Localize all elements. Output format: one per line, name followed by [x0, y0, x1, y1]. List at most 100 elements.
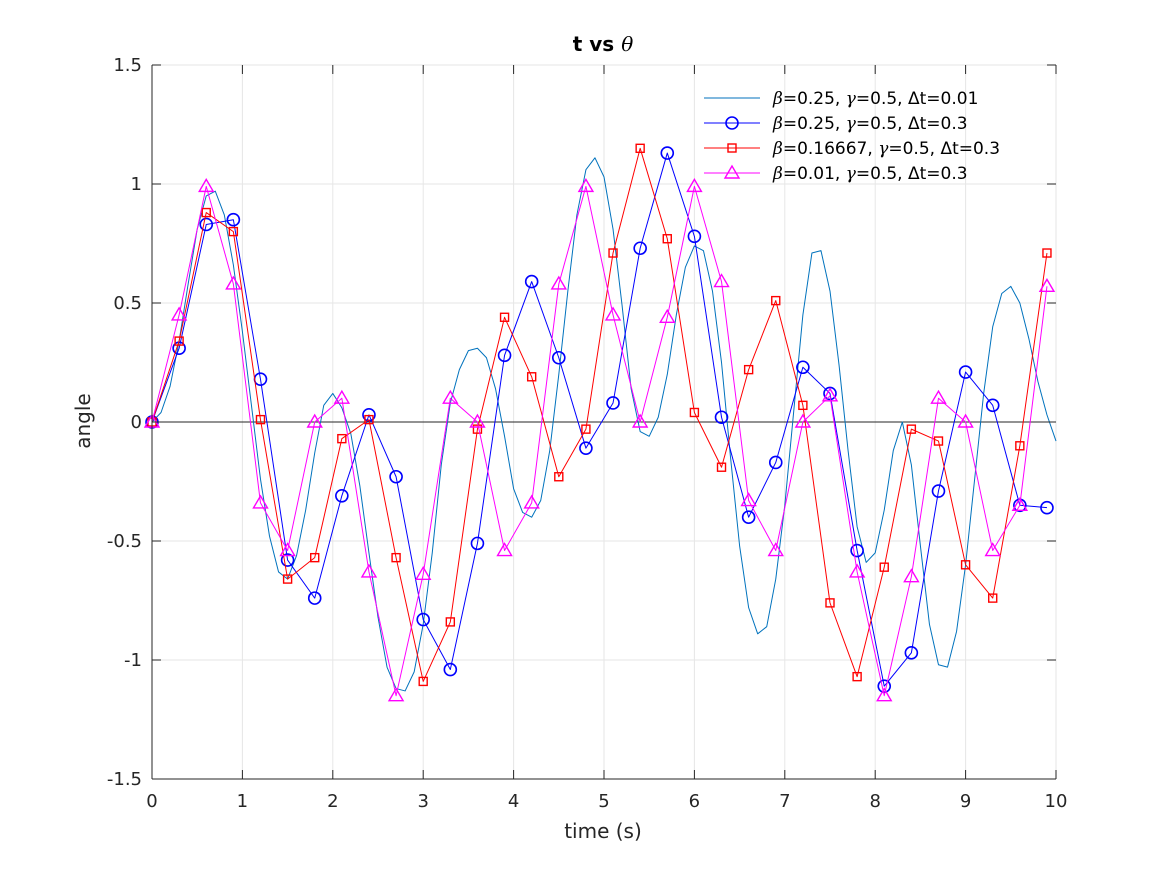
- data-point: [714, 410, 729, 425]
- data-point: [499, 312, 510, 322]
- legend-entry: β=0.25, γ=0.5, Δt=0.3: [704, 114, 968, 134]
- data-point: [391, 552, 401, 563]
- data-point: [796, 360, 810, 375]
- series-1: [151, 157, 1057, 692]
- data-point: [496, 542, 513, 557]
- y-tick-label: 0: [131, 412, 142, 433]
- data-point: [771, 295, 781, 306]
- legend-entry: β=0.16667, γ=0.5, Δt=0.3: [704, 139, 1000, 159]
- data-point: [659, 308, 676, 323]
- legend-marker: [725, 116, 739, 130]
- y-tick-label: -1.5: [107, 769, 142, 790]
- data-point: [387, 687, 405, 702]
- data-point: [767, 542, 784, 557]
- data-point: [821, 387, 839, 402]
- data-point: [470, 536, 485, 551]
- legend-marker: [723, 164, 741, 179]
- data-point: [931, 484, 946, 498]
- data-point: [660, 146, 675, 160]
- data-point: [1038, 277, 1056, 293]
- data-point: [497, 348, 512, 363]
- data-point: [306, 413, 323, 428]
- data-point: [581, 424, 591, 434]
- data-point: [442, 389, 459, 404]
- y-tick-label: -1: [124, 650, 142, 671]
- data-point: [743, 364, 754, 375]
- data-point: [524, 274, 539, 289]
- data-point: [740, 492, 757, 507]
- data-point: [198, 177, 215, 193]
- data-point: [1040, 500, 1054, 515]
- data-point: [957, 413, 974, 428]
- series-3: [147, 143, 1052, 687]
- data-point: [662, 234, 672, 244]
- data-point: [554, 472, 564, 482]
- x-tick-label: 6: [689, 791, 700, 812]
- data-point: [550, 275, 568, 290]
- tick-labels: 0 1 2 3 4 5 6 7 8 9 10 -1.5 -1 -0.5 0 0.5 1 1.5: [107, 55, 1068, 812]
- data-point: [852, 671, 862, 682]
- data-point: [689, 407, 700, 418]
- data-point: [686, 177, 703, 193]
- data-point: [606, 396, 620, 410]
- series-4: [143, 177, 1056, 702]
- data-point: [798, 400, 808, 411]
- data-point: [418, 676, 428, 687]
- data-point: [445, 617, 456, 627]
- data-point: [225, 275, 242, 290]
- legend-label: β=0.25, γ=0.5, Δt=0.01: [772, 89, 978, 109]
- data-point: [741, 510, 756, 525]
- data-point: [794, 413, 812, 428]
- data-point: [988, 593, 998, 603]
- chart-title: t vs θ: [573, 32, 633, 56]
- data-point: [848, 563, 866, 578]
- data-point: [443, 662, 458, 677]
- x-tick-label: 8: [869, 791, 880, 812]
- x-tick-label: 7: [779, 791, 790, 812]
- series-line: [151, 185, 1048, 697]
- data-point: [472, 424, 483, 434]
- data-point: [199, 217, 214, 232]
- x-tick-label: 4: [508, 791, 519, 812]
- data-point: [252, 494, 269, 509]
- data-point: [228, 226, 239, 237]
- data-point: [307, 591, 322, 605]
- data-point: [1015, 441, 1025, 451]
- x-axis-label: time (s): [564, 819, 642, 843]
- data-point: [526, 372, 537, 382]
- data-point: [876, 687, 893, 702]
- x-tick-label: 9: [960, 791, 971, 812]
- data-point: [879, 562, 889, 572]
- data-point: [255, 414, 266, 425]
- y-tick-label: 1.5: [113, 55, 142, 76]
- data-point: [713, 273, 730, 288]
- data-point: [903, 568, 920, 583]
- data-point: [960, 560, 971, 570]
- data-point: [635, 143, 645, 154]
- data-point: [930, 389, 947, 404]
- legend-label: β=0.01, γ=0.5, Δt=0.3: [772, 164, 968, 184]
- data-point: [608, 248, 618, 258]
- axes: [151, 64, 1057, 780]
- data-point: [633, 241, 647, 256]
- data-point: [279, 542, 296, 557]
- data-point: [389, 469, 403, 484]
- data-point: [337, 433, 347, 444]
- data-point: [825, 598, 835, 608]
- x-tick-label: 2: [327, 791, 338, 812]
- data-point: [333, 389, 351, 404]
- data-point: [877, 679, 892, 693]
- legend: β=0.25, γ=0.5, Δt=0.01 β=0.25, γ=0.5, Δt=…: [704, 89, 1000, 184]
- legend-entry: β=0.25, γ=0.5, Δt=0.01: [704, 89, 978, 109]
- legend-marker: [727, 143, 737, 153]
- y-tick-label: 1: [131, 174, 142, 195]
- data-point: [904, 646, 919, 660]
- data-point: [768, 455, 783, 470]
- data-point: [850, 543, 864, 558]
- data-point: [958, 365, 973, 379]
- data-point: [933, 436, 944, 446]
- data-point: [687, 229, 702, 244]
- data-point: [282, 574, 293, 584]
